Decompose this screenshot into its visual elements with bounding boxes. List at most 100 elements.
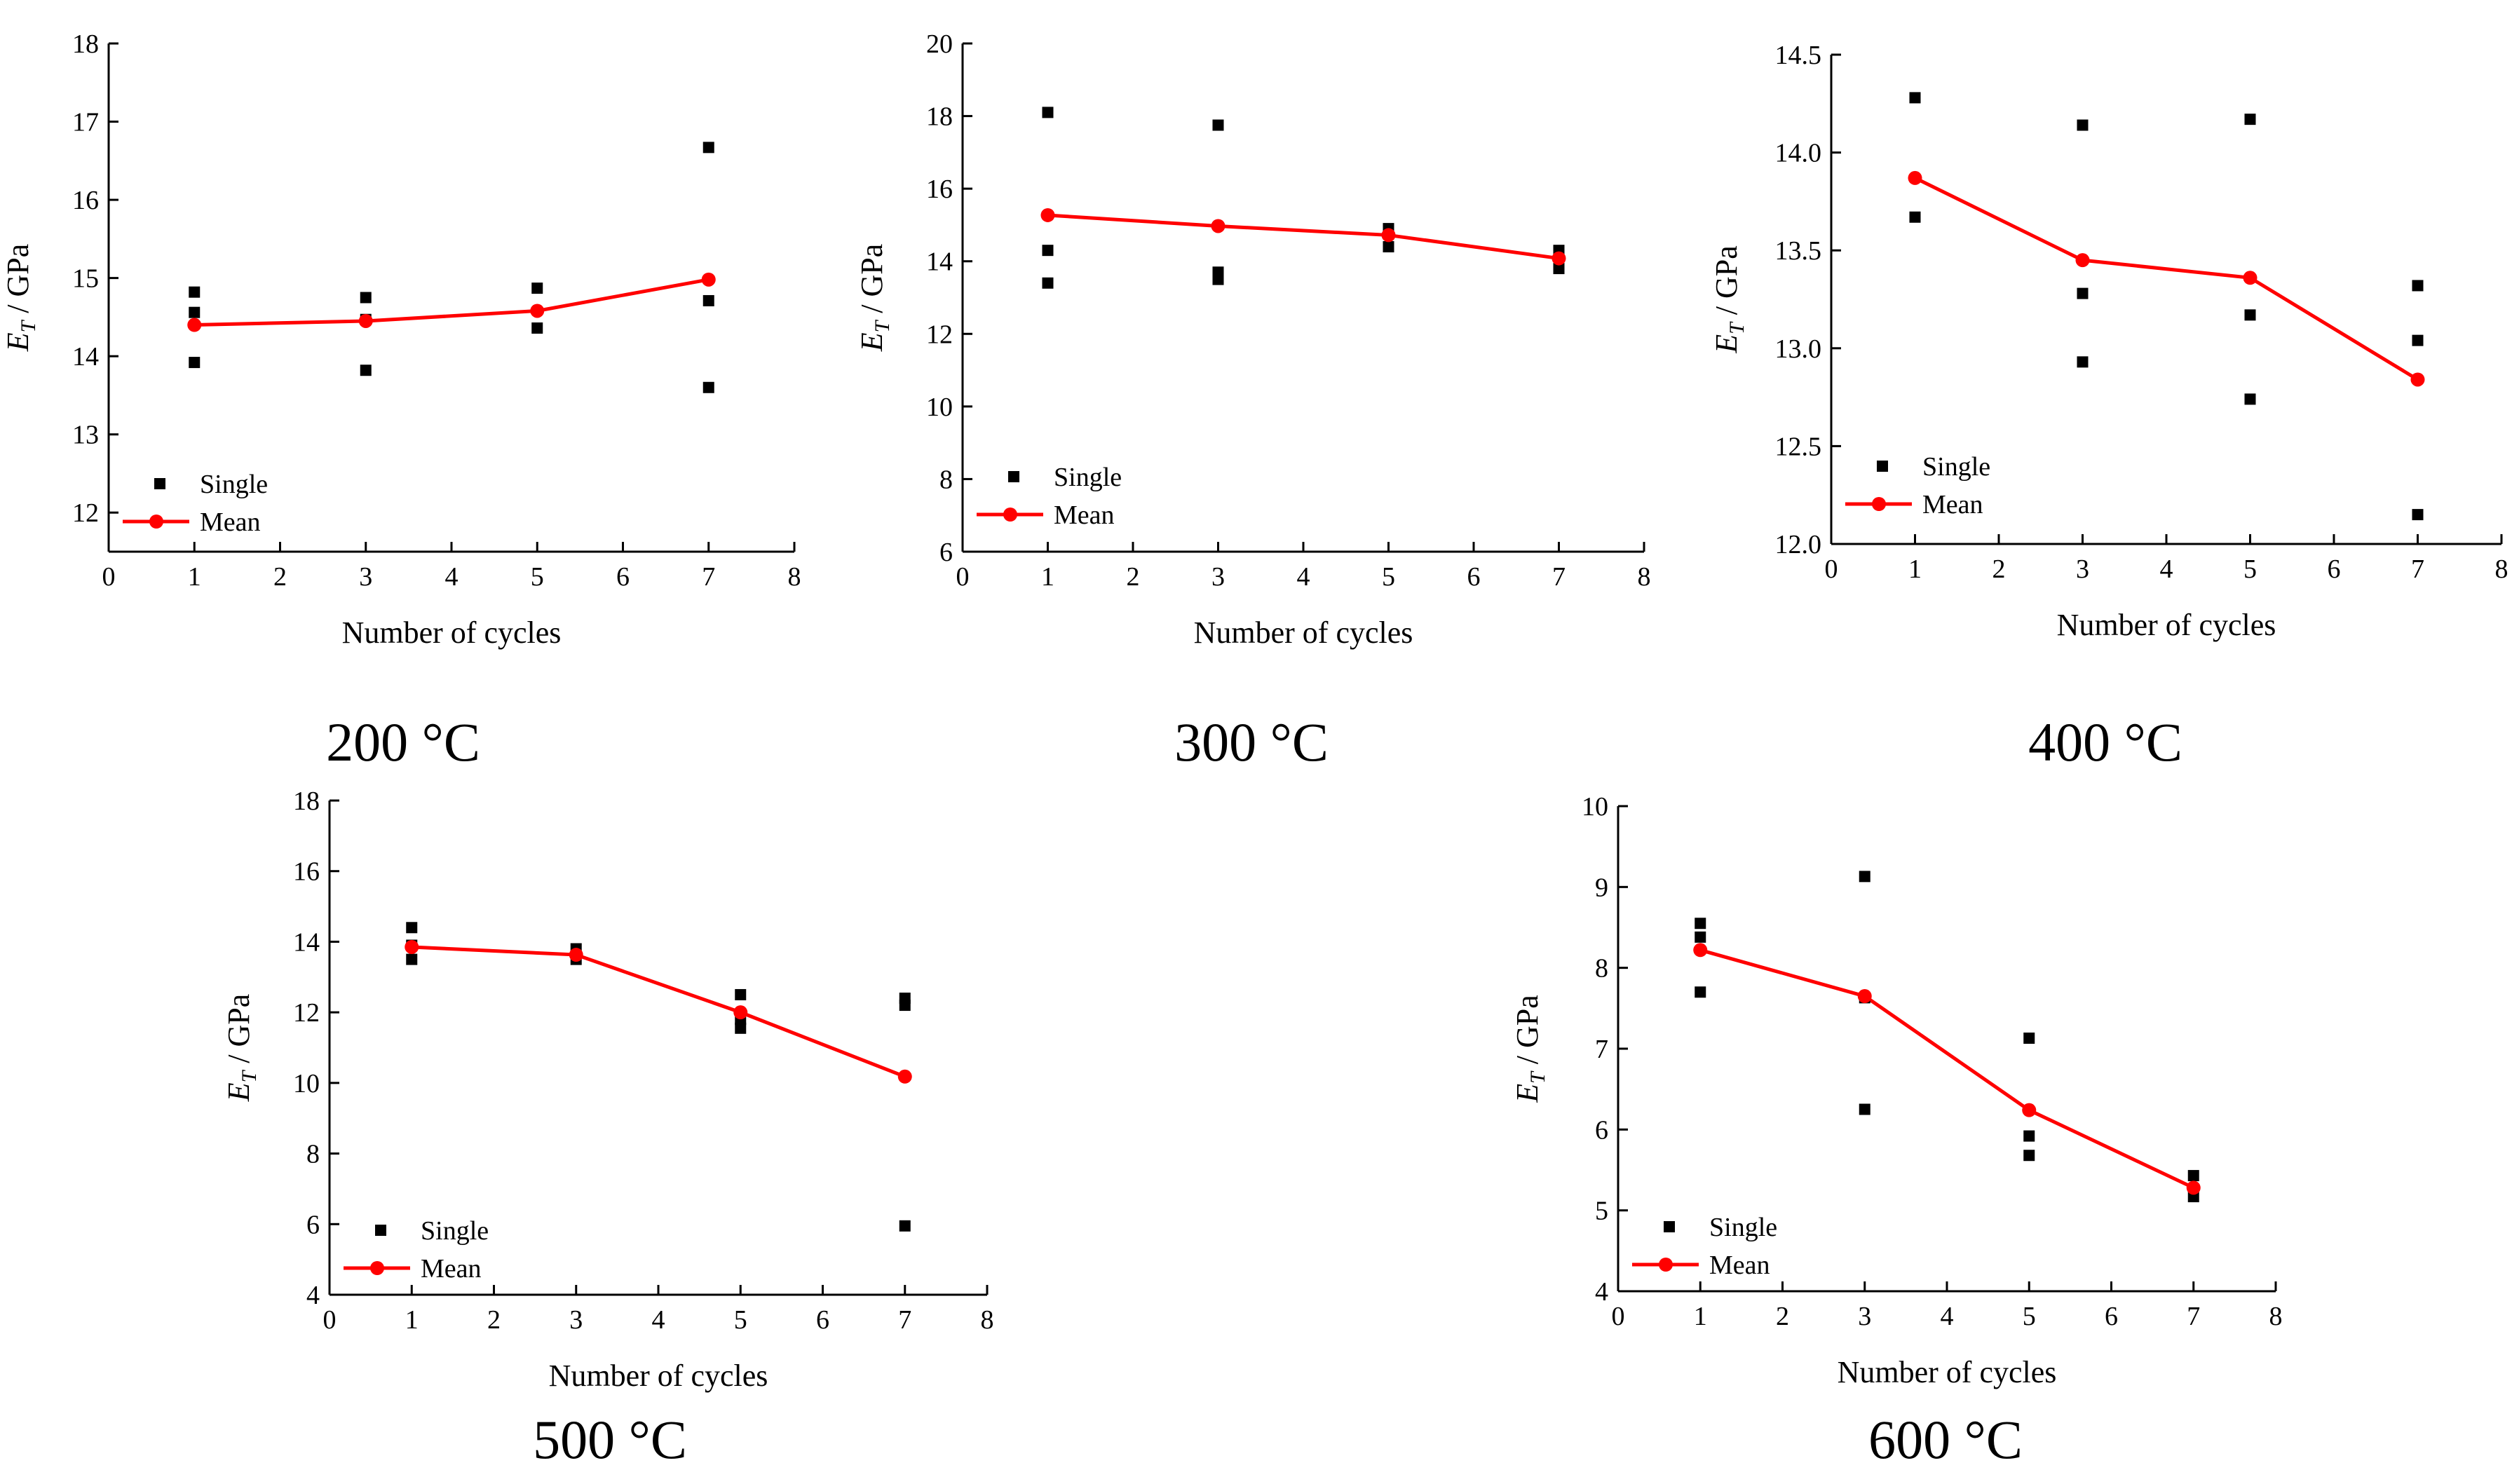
x-tick-label: 8 — [2495, 554, 2508, 584]
y-tick-label: 13 — [72, 421, 99, 450]
legend-single-marker — [1664, 1221, 1675, 1232]
legend-single-label: Single — [200, 470, 268, 499]
single-point — [735, 988, 747, 1000]
y-tick-label: 4 — [1595, 1277, 1608, 1307]
x-tick-label: 1 — [1908, 554, 1922, 584]
y-tick-label: 12 — [926, 320, 953, 349]
x-tick-label: 5 — [734, 1305, 747, 1335]
mean-series-line — [1047, 213, 1559, 261]
x-tick-label: 6 — [2105, 1302, 2118, 1331]
y-tick-label: 14 — [926, 247, 953, 277]
x-tick-label: 2 — [487, 1305, 501, 1335]
y-tick-label: 10 — [926, 393, 953, 422]
x-tick-label: 7 — [702, 562, 715, 592]
single-point — [1909, 92, 1921, 104]
y-tick-label: 12.0 — [1775, 530, 1822, 559]
y-tick-label: 8 — [306, 1140, 320, 1169]
single-point — [1042, 245, 1054, 257]
single-point — [2412, 334, 2424, 346]
legend-single-marker — [154, 478, 165, 489]
y-tick-label: 10 — [1582, 792, 1608, 822]
single-point — [360, 292, 372, 304]
legend: Single Mean — [1845, 452, 1990, 519]
legend-mean-marker — [370, 1261, 384, 1275]
x-tick-label: 4 — [2160, 554, 2173, 584]
x-tick-label: 3 — [569, 1305, 583, 1335]
x-tick-label: 0 — [1825, 554, 1838, 584]
legend-mean-marker — [1659, 1258, 1673, 1272]
legend-single-label: Single — [1709, 1213, 1777, 1242]
x-tick-label: 8 — [788, 562, 801, 592]
legend-mean-marker — [1872, 497, 1886, 511]
single-point — [2077, 356, 2089, 368]
x-tick-label: 5 — [2243, 554, 2257, 584]
y-tick-label: 14.0 — [1775, 139, 1822, 168]
legend-mean-label: Mean — [421, 1254, 482, 1284]
mean-point — [2410, 372, 2425, 387]
x-tick-label: 0 — [323, 1305, 337, 1335]
single-point — [1859, 871, 1870, 883]
x-axis-title: Number of cycles — [342, 615, 562, 650]
x-axis-title: Number of cycles — [1194, 615, 1413, 650]
x-tick-label: 1 — [188, 562, 201, 592]
legend-single-label: Single — [1054, 463, 1122, 492]
y-tick-label: 15 — [72, 264, 99, 294]
mean-point — [569, 948, 583, 962]
y-tick-label: 18 — [72, 29, 99, 59]
single-point — [2023, 1150, 2035, 1162]
y-tick-label: 8 — [939, 465, 953, 494]
y-tick-label: 16 — [72, 186, 99, 215]
mean-point — [733, 1005, 748, 1020]
y-axis-title: ET / GPa — [1, 244, 40, 353]
single-point — [1695, 931, 1706, 943]
single-point — [2244, 393, 2256, 405]
single-point — [189, 286, 201, 298]
legend-single-marker — [375, 1225, 386, 1236]
chart-panel-3: 0 1 2 3 4 5 6 7 8 12.0 12.5 13.0 13.5 14.0 14.5 ET / GP… — [1709, 41, 2508, 772]
legend: Single Mean — [123, 470, 268, 537]
single-point — [2077, 119, 2089, 131]
y-tick-label: 14.5 — [1775, 41, 1822, 70]
mean-point — [1908, 170, 1922, 185]
mean-series-line — [1699, 948, 2194, 1190]
mean-point — [2243, 271, 2257, 285]
single-point — [1695, 986, 1706, 998]
x-tick-label: 2 — [273, 562, 287, 592]
x-tick-label: 2 — [1992, 554, 2006, 584]
single-point — [189, 357, 201, 369]
y-tick-label: 16 — [293, 857, 320, 887]
single-point — [1553, 263, 1565, 275]
y-tick-label: 14 — [72, 342, 99, 372]
mean-point — [1211, 219, 1225, 233]
single-point — [360, 365, 372, 376]
x-tick-label: 8 — [2269, 1302, 2283, 1331]
mean-point — [530, 304, 545, 318]
y-tick-label: 12.5 — [1775, 432, 1822, 461]
panel-caption: 600 °C — [1868, 1409, 2023, 1470]
x-axis-title: Number of cycles — [549, 1359, 768, 1393]
x-tick-label: 0 — [1612, 1302, 1625, 1331]
panel-caption: 400 °C — [2028, 712, 2182, 772]
single-point — [1212, 273, 1224, 285]
single-point — [1695, 918, 1706, 930]
y-tick-label: 4 — [306, 1281, 320, 1310]
y-tick-label: 6 — [1595, 1115, 1608, 1145]
single-point — [2412, 509, 2424, 521]
single-point — [406, 953, 418, 965]
y-axis-title: ET / GPa — [222, 994, 261, 1103]
x-tick-label: 5 — [1382, 562, 1395, 592]
mean-point — [2075, 253, 2090, 268]
y-tick-label: 14 — [293, 927, 320, 957]
mean-point — [1693, 943, 1708, 958]
x-tick-label: 1 — [405, 1305, 419, 1335]
legend-single-label: Single — [421, 1216, 489, 1246]
single-point — [735, 1022, 747, 1034]
x-tick-label: 5 — [531, 562, 544, 592]
single-point — [899, 1220, 911, 1232]
single-point — [2187, 1170, 2199, 1182]
chart-panel-5: 0 1 2 3 4 5 6 7 8 4 5 6 7 8 9 10 ET / GPa Number of cycle… — [1510, 792, 2283, 1470]
legend-mean-label: Mean — [1054, 501, 1115, 530]
mean-point — [1381, 228, 1396, 243]
y-tick-label: 17 — [72, 108, 99, 137]
